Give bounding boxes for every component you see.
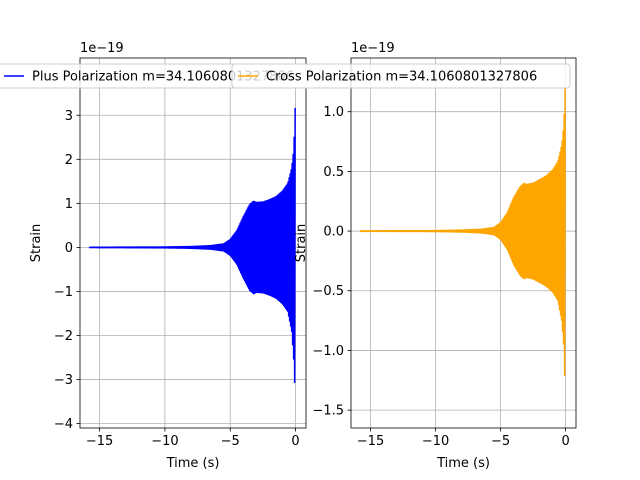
y-tick-label: −0.5 (312, 284, 344, 299)
legend-label: Cross Polarization m=34.1060801327806 (266, 70, 537, 85)
x-tick-label: −15 (86, 434, 113, 449)
x-tick-label: 0 (291, 434, 299, 449)
offset-label: 1e−19 (80, 41, 124, 56)
y-tick-label: −3 (54, 373, 73, 388)
x-tick-label: −5 (221, 434, 240, 449)
legend: Cross Polarization m=34.1060801327806 (231, 63, 571, 89)
y-tick-label: 3 (65, 109, 73, 124)
x-axis-label: Time (s) (166, 456, 220, 471)
series-line (359, 87, 566, 377)
y-tick-label: −4 (54, 417, 73, 432)
y-tick-label: −2 (54, 329, 73, 344)
y-tick-label: 1.0 (323, 105, 344, 120)
y-tick-label: 0 (65, 241, 73, 256)
legend-label: Plus Polarization m=34.1060801327806 (32, 70, 294, 85)
offset-label: 1e−19 (351, 41, 395, 56)
x-tick-label: −10 (151, 434, 178, 449)
x-axis-label: Time (s) (436, 456, 490, 471)
legend-frame (231, 63, 571, 89)
series-line (88, 107, 296, 384)
y-axis-label: Strain (29, 224, 44, 263)
axes-frame (79, 57, 307, 429)
y-tick-label: 0.0 (323, 225, 344, 240)
x-tick-label: −10 (422, 434, 449, 449)
y-tick-label: 0.5 (323, 165, 344, 180)
x-tick-label: −15 (357, 434, 384, 449)
y-tick-label: −1 (54, 285, 73, 300)
x-tick-label: 0 (561, 434, 569, 449)
x-tick-label: −5 (491, 434, 510, 449)
y-tick-label: 2 (65, 153, 73, 168)
y-axis-label: Strain (294, 224, 309, 263)
y-tick-label: −1.0 (312, 344, 344, 359)
right-chart-cross-polarization: −15 −10 −5 0 −1.5 −1.0 −0.5 0.0 0.5 1.0 Time (s) St… (231, 41, 577, 471)
y-tick-label: −1.5 (312, 404, 344, 419)
y-tick-label: 1 (65, 197, 73, 212)
axes-frame (350, 57, 577, 429)
